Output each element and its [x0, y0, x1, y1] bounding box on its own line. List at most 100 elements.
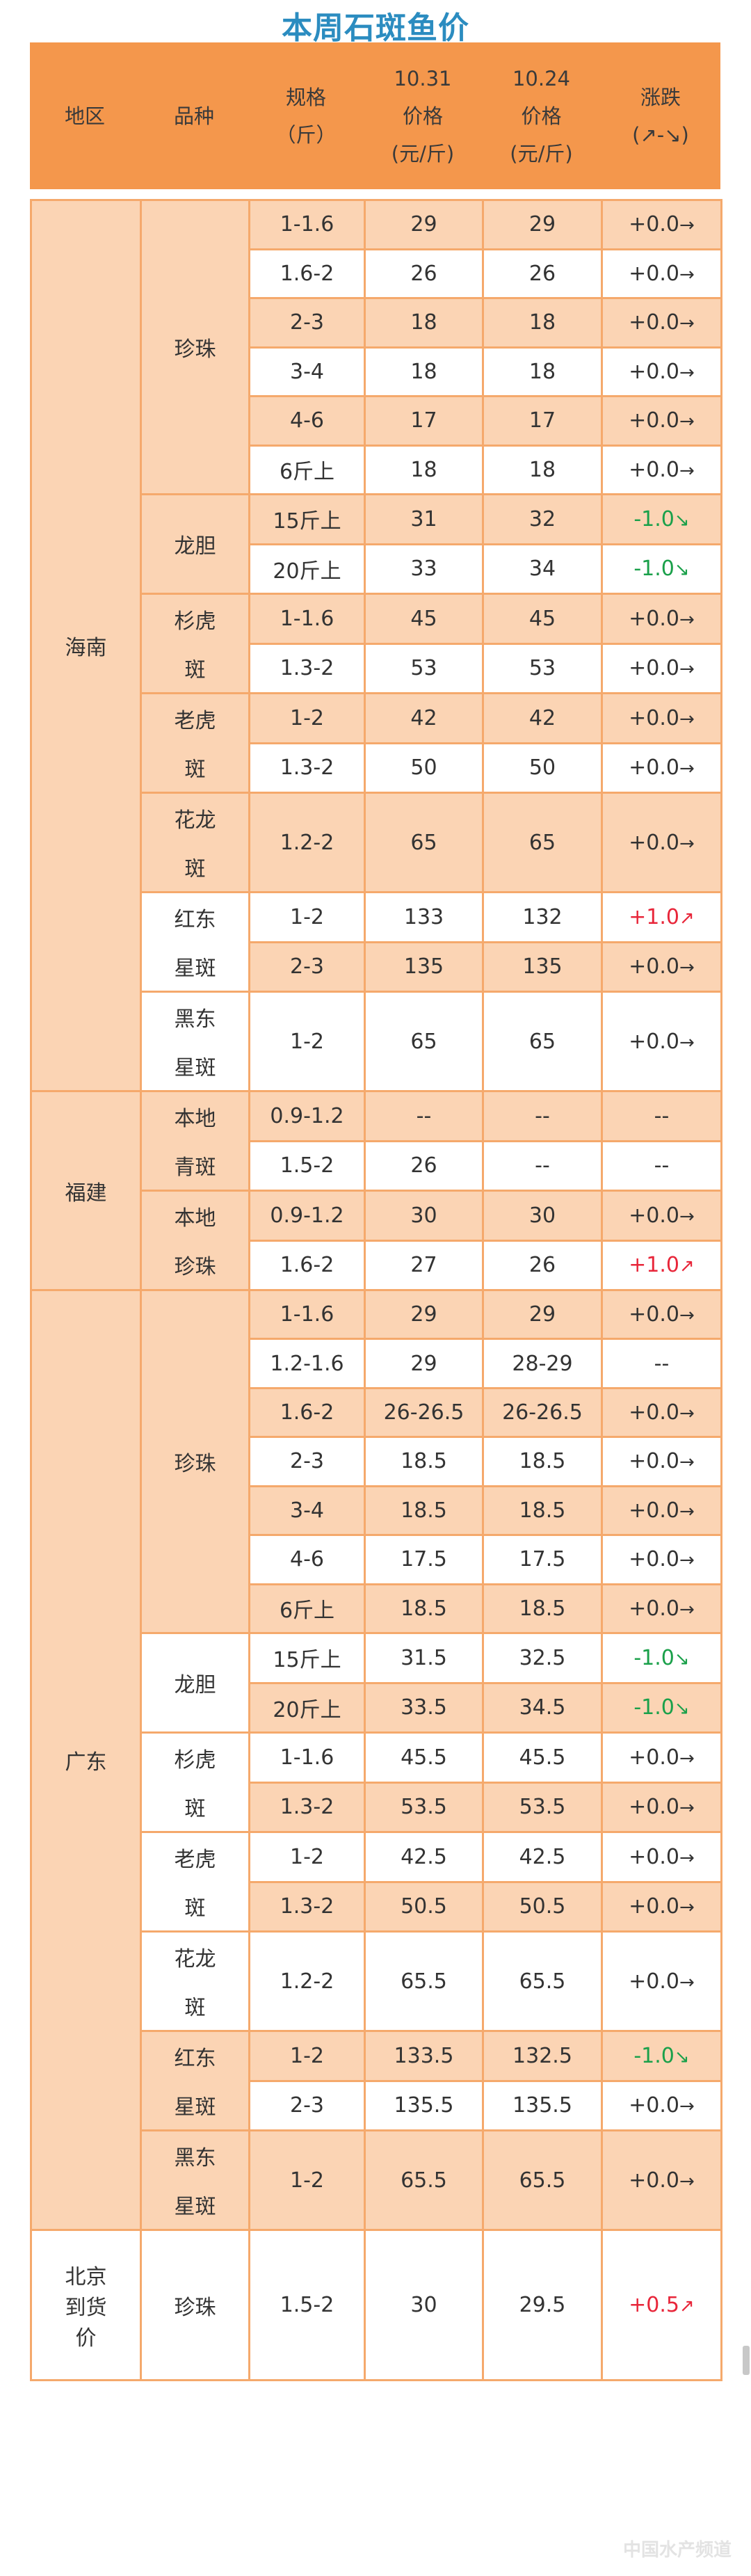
price-1024-cell: 32: [482, 493, 603, 545]
change-value: --: [654, 1103, 670, 1128]
change-cell: +0.0→: [601, 1534, 722, 1585]
table-row: 老虎斑 1-2 42 42 +0.0→: [31, 692, 722, 794]
table-row: 杉虎斑 1-1.6 45 45 +0.0→: [31, 593, 722, 694]
region-name-line: 海南: [65, 636, 107, 660]
price-1024-cell: 18: [482, 444, 603, 495]
change-cell: +0.0→: [601, 593, 722, 645]
table-row: 4-6 17.5 17.5 +0.0→: [31, 1534, 722, 1585]
variety-cell: 花龙斑: [140, 792, 250, 893]
header-price-line: 10.24: [512, 66, 571, 90]
change-cell: +0.0→: [601, 1880, 722, 1933]
change-value: +0.0: [629, 1795, 680, 1820]
variety-name: 珍珠: [142, 201, 248, 493]
table-row: 黑东 星斑 1-2 65 65 +0.0→: [31, 991, 722, 1092]
header-change: 涨跌 (↗-↘): [601, 42, 720, 189]
change-value: +0.0: [629, 606, 680, 631]
change-value: +0.5: [629, 2293, 680, 2317]
header-price-line: (元/斤): [510, 141, 573, 166]
change-cell: --: [601, 1338, 722, 1389]
variety-name-line: 珍珠: [174, 1255, 216, 1279]
price-1024-cell: 32.5: [482, 1632, 603, 1684]
change-cell: +0.0→: [601, 1386, 722, 1439]
change-value: +0.0: [629, 1969, 680, 1994]
spec-cell: 2-3: [248, 1436, 366, 1487]
change-cell: +0.0→: [601, 346, 722, 397]
price-1031-cell: 18.5: [364, 1485, 484, 1537]
price-1024-cell: 29: [482, 199, 603, 250]
price-1024-cell: --: [482, 1090, 603, 1142]
price-1031-cell: 45.5: [364, 1731, 484, 1784]
table-row: 1.3-2 50.5 50.5 +0.0→: [31, 1880, 722, 1933]
header-variety-label: 品种: [173, 104, 214, 128]
arrow-right-icon: →: [679, 2096, 695, 2118]
arrow-down-icon: ↘: [674, 559, 690, 581]
price-1031-cell: 65.5: [364, 2129, 484, 2231]
change-cell: +0.0→: [601, 1930, 722, 2032]
change-value: +0.0: [629, 705, 680, 730]
change-value: +0.0: [629, 408, 680, 433]
price-1031-cell: 18: [364, 346, 484, 397]
header-change-line: (↗-↘): [632, 122, 689, 147]
price-1024-cell: 18: [482, 346, 603, 397]
table-row: 黑东 星斑 1-2 65.5 65.5 +0.0→: [31, 2129, 722, 2231]
table-row: 1.3-2 50 50 +0.0→: [31, 742, 722, 794]
arrow-up-icon: ↗: [679, 1256, 695, 1277]
variety-name-line: 斑: [184, 1896, 206, 1921]
arrow-right-icon: →: [679, 957, 695, 979]
price-1024-cell: 42.5: [482, 1831, 603, 1883]
variety-name: 花龙斑: [142, 794, 248, 891]
variety-cell: 珍珠: [140, 2229, 250, 2381]
change-cell: -1.0↘: [601, 1632, 722, 1684]
table-row: 20斤上 33.5 34.5 -1.0↘: [31, 1681, 722, 1734]
arrow-right-icon: →: [679, 2170, 695, 2192]
price-1024-cell: 18.5: [482, 1436, 603, 1487]
variety-cell: 龙胆: [140, 1632, 250, 1734]
price-1024-cell: 132.5: [482, 2030, 603, 2082]
table-row: 1.6-2 26-26.5 26-26.5 +0.0→: [31, 1386, 722, 1439]
arrow-right-icon: →: [679, 362, 695, 383]
variety-name-line: 杉虎: [174, 1748, 216, 1773]
variety-name: 老虎斑: [142, 1833, 248, 1930]
change-value: -1.0: [633, 1695, 675, 1720]
header-price-line: (元/斤): [391, 141, 455, 166]
change-cell: +0.0→: [601, 1831, 722, 1883]
price-1024-cell: 65: [482, 792, 603, 893]
change-cell: -1.0↘: [601, 2030, 722, 2082]
arrow-right-icon: →: [679, 460, 695, 481]
price-1024-cell: --: [482, 1139, 603, 1192]
variety-name-line: 杉虎: [174, 609, 216, 634]
spec-cell: 1.6-2: [248, 248, 366, 299]
spec-cell: 1.2-2: [248, 792, 366, 893]
change-value: +0.0: [629, 310, 680, 335]
variety-cell: 黑东 星斑: [140, 991, 250, 1092]
change-cell: -1.0↘: [601, 493, 722, 545]
region-name-line: 广东: [65, 1750, 107, 1775]
price-1031-cell: 29: [364, 1288, 484, 1341]
arrow-right-icon: →: [679, 758, 695, 780]
variety-cell: 老虎斑: [140, 1831, 250, 1933]
arrow-right-icon: →: [679, 1501, 695, 1522]
variety-name: 珍珠: [142, 1291, 248, 1632]
variety-cell: 杉虎斑: [140, 1731, 250, 1833]
variety-name-line: 斑: [184, 1797, 206, 1821]
price-1024-cell: 65.5: [482, 1930, 603, 2032]
price-1024-cell: 45: [482, 593, 603, 645]
variety-name-line: 斑: [184, 1996, 206, 2020]
variety-name-line: 老虎: [174, 1848, 216, 1872]
region-cell: 北京 到货价: [30, 2229, 142, 2381]
scrollbar[interactable]: [743, 2346, 750, 2375]
price-1031-cell: 30: [364, 2229, 484, 2381]
variety-name-line: 红东: [174, 2047, 216, 2071]
header-price-1031: 10.31 价格 (元/斤): [364, 42, 482, 189]
variety-name: 老虎斑: [142, 694, 248, 792]
change-value: +0.0: [629, 954, 680, 979]
header-spec: 规格 （斤）: [248, 42, 364, 189]
price-1024-cell: 26: [482, 1239, 603, 1291]
variety-name-line: 黑东: [174, 2146, 216, 2170]
variety-name-line: 黑东: [174, 1007, 216, 1032]
variety-name-line: 青斑: [174, 1155, 216, 1180]
spec-cell: 2-3: [248, 297, 366, 349]
price-1031-cell: 50.5: [364, 1880, 484, 1933]
arrow-right-icon: →: [679, 1550, 695, 1571]
price-1024-cell: 18: [482, 297, 603, 349]
